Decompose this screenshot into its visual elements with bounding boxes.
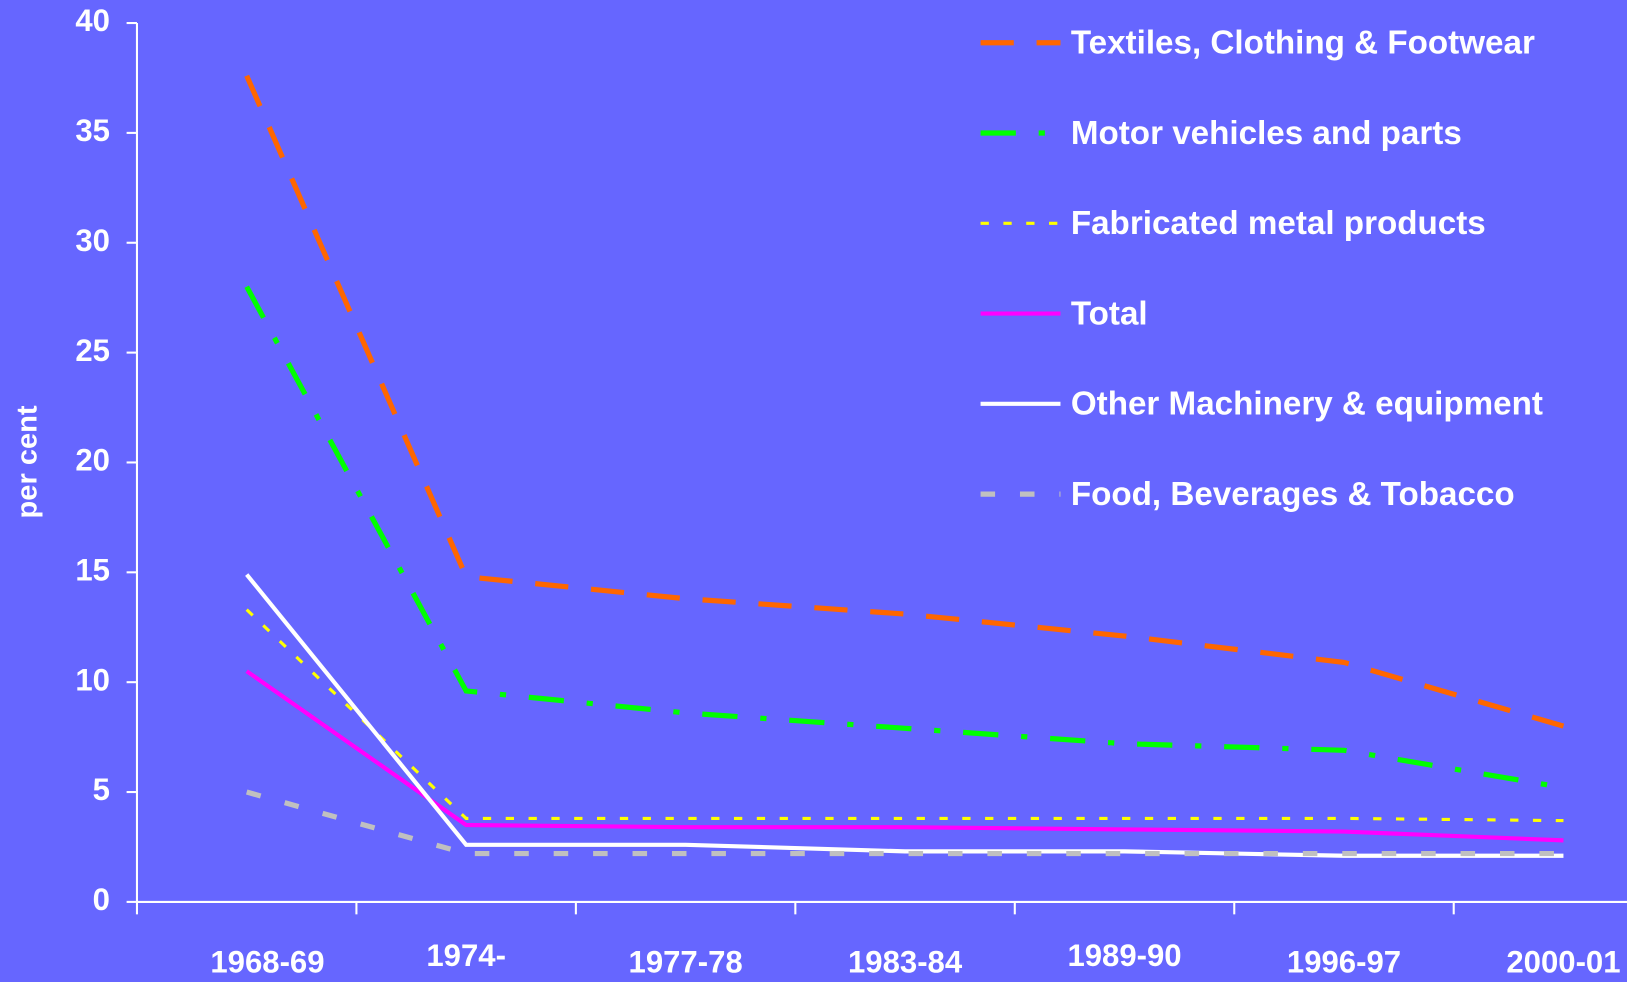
y-tick-label: 15 xyxy=(75,553,110,588)
y-tick-label: 20 xyxy=(75,443,110,478)
series-line xyxy=(244,74,1565,729)
y-tick-label: 5 xyxy=(93,772,110,807)
series-line xyxy=(245,669,1564,843)
y-tick-label: 10 xyxy=(75,662,110,697)
x-tick-label: 1974- xyxy=(426,938,506,973)
legend-label: Textiles, Clothing & Footwear xyxy=(1071,25,1535,62)
x-tick-label: 1996-97 xyxy=(1287,944,1401,979)
x-tick-label: 2000-01 xyxy=(1506,944,1620,979)
y-axis-title: per cent xyxy=(12,405,44,518)
y-tick-label: 40 xyxy=(75,3,110,38)
legend-label: Motor vehicles and parts xyxy=(1071,115,1462,152)
series-line xyxy=(244,285,1564,791)
series-line xyxy=(245,608,1564,823)
y-tick-label: 0 xyxy=(93,882,110,917)
y-tick-label: 30 xyxy=(75,223,110,258)
x-tick-label: 1989-90 xyxy=(1067,938,1181,973)
series-line xyxy=(245,789,1564,857)
x-tick-label: 1977-78 xyxy=(629,944,743,979)
legend-label: Fabricated metal products xyxy=(1071,205,1486,242)
y-tick-label: 35 xyxy=(75,113,110,148)
y-tick-label: 25 xyxy=(75,333,110,368)
legend-label: Other Machinery & equipment xyxy=(1071,386,1543,423)
legend-label: Food, Beverages & Tobacco xyxy=(1071,476,1515,513)
legend-label: Total xyxy=(1071,295,1148,332)
x-tick-label: 1968-69 xyxy=(210,944,324,979)
x-tick-label: 1983-84 xyxy=(848,944,963,979)
